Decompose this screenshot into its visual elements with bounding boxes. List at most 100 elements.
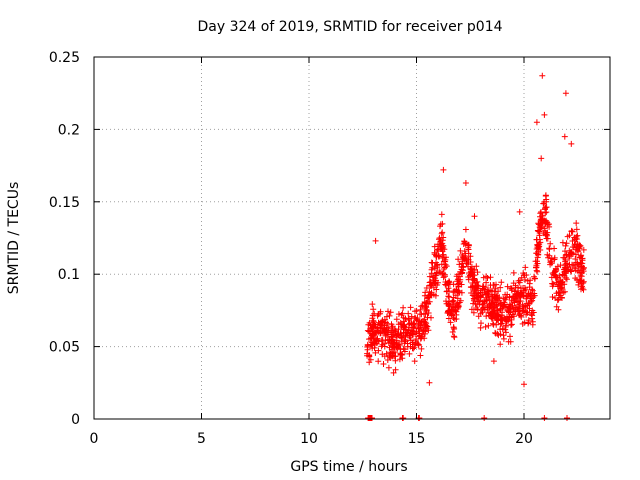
data-point — [564, 415, 570, 421]
data-point — [400, 314, 407, 321]
data-point — [465, 276, 472, 283]
data-point — [417, 306, 424, 313]
data-point — [559, 271, 566, 278]
data-point — [392, 366, 399, 373]
data-point — [437, 221, 444, 228]
data-point — [512, 308, 519, 315]
data-point — [432, 280, 439, 287]
data-point — [465, 242, 472, 249]
y-tick-label: 0.25 — [49, 50, 80, 66]
x-tick-label: 20 — [515, 431, 533, 447]
data-point — [482, 323, 489, 330]
plot-frame — [93, 56, 611, 420]
data-point — [391, 326, 398, 333]
data-point — [398, 338, 405, 345]
data-point — [502, 316, 509, 323]
data-point — [440, 166, 447, 173]
data-point — [579, 257, 586, 264]
data-point — [400, 304, 407, 311]
data-point — [369, 342, 376, 349]
data-point — [400, 415, 407, 421]
data-point — [570, 250, 576, 257]
data-point — [523, 272, 530, 278]
data-point — [509, 311, 516, 318]
data-point — [423, 306, 430, 313]
data-point — [553, 290, 560, 297]
data-point — [452, 304, 459, 311]
data-point — [412, 337, 419, 344]
data-point — [537, 225, 544, 232]
data-point — [529, 287, 536, 294]
data-point — [516, 294, 523, 301]
data-point — [552, 266, 559, 273]
data-point — [532, 275, 538, 282]
data-point — [411, 323, 418, 330]
data-point — [580, 266, 587, 273]
data-point — [445, 293, 452, 300]
data-point — [580, 286, 587, 293]
data-point — [529, 315, 536, 322]
data-point — [571, 265, 578, 272]
data-point — [563, 276, 570, 283]
data-point — [425, 310, 432, 316]
data-point — [495, 288, 502, 295]
data-point — [533, 119, 540, 126]
data-point — [476, 301, 483, 308]
data-point — [386, 312, 393, 319]
data-point — [522, 264, 529, 271]
data-point — [561, 281, 568, 288]
data-point — [455, 289, 462, 296]
data-point — [436, 235, 443, 241]
data-point — [375, 358, 382, 365]
data-point — [485, 322, 492, 329]
x-tick-label: 5 — [197, 431, 206, 447]
data-point — [421, 316, 428, 323]
y-tick-label: 0.1 — [58, 267, 80, 283]
data-point — [375, 347, 382, 354]
data-point — [566, 253, 573, 260]
data-point — [479, 292, 486, 298]
data-point — [573, 236, 580, 243]
data-point — [574, 261, 581, 267]
data-point — [418, 345, 425, 352]
data-point — [385, 308, 391, 315]
data-point — [424, 323, 431, 330]
data-point — [543, 196, 550, 203]
data-point — [497, 341, 504, 348]
data-point — [560, 289, 567, 296]
data-point — [537, 210, 544, 217]
data-point — [374, 312, 381, 319]
axis-ticks — [93, 56, 610, 420]
data-point — [379, 317, 386, 324]
data-point — [407, 304, 414, 311]
data-point — [533, 264, 539, 271]
data-point — [577, 253, 584, 260]
data-point — [417, 322, 424, 329]
data-point — [411, 358, 418, 365]
data-point — [508, 321, 515, 328]
data-point — [550, 271, 557, 278]
data-point — [539, 72, 546, 79]
data-point — [559, 239, 566, 246]
data-point — [473, 305, 479, 311]
data-point — [492, 329, 499, 336]
data-point — [468, 306, 475, 313]
data-point — [474, 269, 481, 276]
data-point — [423, 300, 430, 306]
data-point — [387, 349, 393, 356]
data-point — [443, 263, 450, 270]
data-point — [569, 238, 576, 244]
data-point — [510, 269, 517, 276]
data-point — [541, 111, 548, 118]
data-point — [433, 270, 440, 277]
data-point — [364, 327, 371, 334]
data-point — [535, 245, 542, 252]
data-point — [507, 301, 513, 308]
data-point — [483, 313, 490, 320]
data-point — [523, 309, 530, 315]
data-point — [525, 319, 532, 326]
data-point — [475, 298, 482, 305]
data-point — [374, 337, 381, 344]
data-point — [529, 318, 536, 325]
data-point — [443, 254, 449, 261]
